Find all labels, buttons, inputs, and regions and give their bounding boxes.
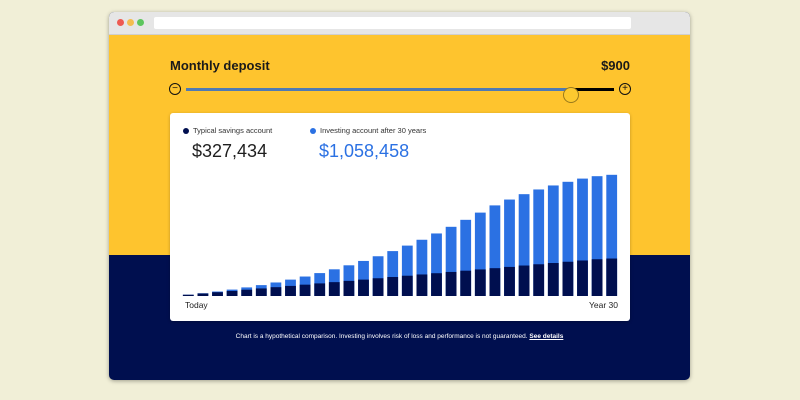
savings-bar-11 (328, 282, 340, 296)
savings-bar-28 (577, 260, 588, 296)
savings-bar-22 (489, 268, 501, 296)
investing-bar-29 (591, 176, 603, 296)
minus-icon[interactable]: − (169, 83, 181, 95)
savings-bar-9 (299, 284, 311, 296)
savings-bar-29 (591, 259, 603, 296)
savings-bar-1 (182, 294, 194, 296)
savings-bar-8 (285, 285, 296, 296)
savings-bar-23 (504, 266, 515, 296)
close-window-button[interactable] (117, 19, 124, 26)
savings-bar-6 (255, 288, 267, 296)
investing-bar-30 (606, 174, 618, 296)
investing-bullet-icon (310, 128, 316, 135)
investing-bar-26 (547, 185, 559, 296)
investing-bar-12 (343, 265, 355, 296)
savings-bar-15 (387, 276, 399, 296)
x-axis-start-label: Today (185, 300, 208, 310)
savings-bar-2 (197, 293, 209, 296)
savings-bar-18 (431, 273, 442, 296)
monthly-deposit-label: Monthly deposit (170, 58, 270, 73)
savings-bar-13 (358, 279, 369, 296)
plus-icon[interactable]: + (619, 83, 631, 95)
savings-bar-4 (226, 290, 238, 296)
savings-bar-14 (372, 278, 384, 296)
savings-amount: $327,434 (192, 141, 268, 161)
investing-bar-27 (562, 181, 574, 296)
savings-bar-25 (533, 264, 545, 296)
investing-bar-20 (460, 219, 472, 296)
investing-bar-13 (358, 260, 369, 296)
savings-bar-17 (416, 274, 428, 296)
savings-bar-30 (606, 258, 618, 296)
savings-bar-5 (241, 289, 253, 296)
savings-bullet-icon (183, 128, 189, 135)
savings-bar-21 (474, 269, 486, 296)
investing-amount: $1,058,458 (319, 141, 410, 161)
investing-bar-19 (445, 226, 457, 296)
savings-bar-16 (401, 275, 413, 296)
comparison-card: Typical savings account Investing accoun… (170, 113, 630, 321)
savings-bar-24 (518, 265, 530, 296)
browser-titlebar (109, 12, 690, 35)
minimize-window-button[interactable] (127, 19, 134, 26)
deposit-slider[interactable]: − + (169, 81, 631, 103)
savings-bar-27 (562, 261, 574, 296)
disclaimer-text: Chart is a hypothetical comparison. Inve… (235, 333, 528, 340)
monthly-deposit-value: $900 (601, 58, 630, 73)
see-details-link[interactable]: See details (529, 333, 564, 340)
browser-window: Monthly deposit $900 − + Typical savings… (109, 12, 690, 380)
legend-investing: Investing account after 30 years (310, 126, 426, 135)
maximize-window-button[interactable] (137, 19, 144, 26)
legend-savings: Typical savings account (183, 126, 272, 135)
investing-bar-18 (431, 233, 442, 296)
investing-bar-24 (518, 194, 530, 296)
slider-thumb[interactable] (563, 87, 580, 103)
investing-bar-16 (401, 245, 413, 296)
investing-bar-23 (504, 199, 515, 296)
slider-track[interactable] (186, 87, 614, 103)
legend-investing-label: Investing account after 30 years (320, 126, 427, 135)
savings-bar-19 (445, 271, 457, 296)
investing-bar-22 (489, 205, 501, 296)
savings-bar-20 (460, 270, 472, 296)
investing-bar-17 (416, 239, 428, 296)
investing-bar-28 (577, 178, 588, 296)
address-bar[interactable] (154, 17, 631, 29)
savings-vs-investing-chart (182, 174, 618, 296)
x-axis-end-label: Year 30 (589, 300, 618, 310)
savings-bar-10 (314, 283, 326, 296)
savings-bar-12 (343, 280, 355, 296)
savings-bar-26 (547, 263, 559, 296)
investing-bar-14 (372, 256, 384, 296)
investing-bar-25 (533, 189, 545, 296)
legend-savings-label: Typical savings account (193, 126, 273, 135)
investing-bar-21 (474, 212, 486, 296)
investing-bar-15 (387, 251, 399, 296)
slider-fill (186, 88, 572, 91)
disclaimer: Chart is a hypothetical comparison. Inve… (109, 333, 690, 340)
savings-bar-7 (270, 287, 282, 296)
savings-bar-3 (212, 292, 223, 296)
